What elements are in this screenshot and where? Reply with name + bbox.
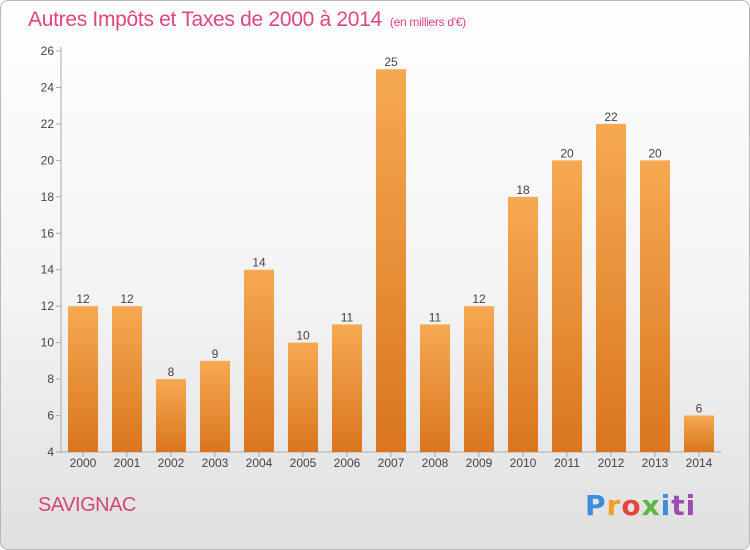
data-label: 14 xyxy=(252,256,266,270)
x-tick-label: 2008 xyxy=(422,456,449,470)
proxiti-logo: Proxiti xyxy=(585,489,696,522)
x-tick-label: 2012 xyxy=(598,456,625,470)
data-label: 8 xyxy=(168,365,175,379)
logo-letter: ti xyxy=(671,489,697,522)
y-tick-label: 16 xyxy=(41,226,55,240)
bar xyxy=(552,160,582,452)
bar xyxy=(332,324,362,452)
logo-letter: r xyxy=(606,489,622,522)
bar xyxy=(376,69,406,453)
y-tick-label: 22 xyxy=(41,117,55,131)
x-tick-label: 2013 xyxy=(642,456,669,470)
data-label: 9 xyxy=(212,347,219,361)
x-tick-label: 2001 xyxy=(114,456,141,470)
data-label: 6 xyxy=(696,402,703,416)
bar xyxy=(156,379,186,452)
bar xyxy=(508,196,538,452)
chart-unit: (en milliers d'€) xyxy=(389,15,466,29)
x-tick-label: 2004 xyxy=(246,456,273,470)
data-label: 25 xyxy=(384,55,398,69)
chart-title: Autres Impôts et Taxes de 2000 à 2014 (en… xyxy=(28,8,466,32)
x-tick-label: 2010 xyxy=(510,456,537,470)
data-label: 10 xyxy=(296,329,310,343)
bar xyxy=(288,342,318,452)
x-tick-label: 2007 xyxy=(378,456,405,470)
y-tick-label: 10 xyxy=(41,336,55,350)
data-label: 12 xyxy=(76,292,90,306)
logo-letter: P xyxy=(585,489,607,522)
y-tick-label: 8 xyxy=(47,372,54,386)
data-label: 12 xyxy=(120,292,134,306)
chart-bars xyxy=(68,69,714,453)
x-tick-label: 2002 xyxy=(158,456,185,470)
data-label: 20 xyxy=(560,146,574,160)
bar xyxy=(244,269,274,452)
bar xyxy=(640,160,670,452)
y-tick-label: 14 xyxy=(41,263,55,277)
place-name: SAVIGNAC xyxy=(38,494,136,516)
x-tick-label: 2011 xyxy=(554,456,580,470)
x-tick-label: 2005 xyxy=(290,456,317,470)
data-label: 22 xyxy=(604,110,618,124)
data-label: 12 xyxy=(472,292,486,306)
chart-title-text: Autres Impôts et Taxes de 2000 à 2014 xyxy=(28,8,382,31)
y-tick-label: 18 xyxy=(41,190,55,204)
x-tick-label: 2003 xyxy=(202,456,229,470)
y-tick-label: 4 xyxy=(47,445,54,459)
bar xyxy=(68,306,98,452)
bar xyxy=(420,324,450,452)
x-tick-label: 2000 xyxy=(70,456,97,470)
bar xyxy=(464,306,494,452)
y-tick-label: 6 xyxy=(47,409,54,423)
x-tick-label: 2006 xyxy=(334,456,361,470)
y-tick-label: 20 xyxy=(41,153,55,167)
chart-value-labels: 12 12 8 9 14 10 11 25 11 12 18 20 22 20 6 xyxy=(76,55,702,415)
logo-letter: x xyxy=(641,489,661,522)
bar xyxy=(684,415,714,452)
x-tick-label: 2014 xyxy=(686,456,713,470)
data-label: 11 xyxy=(341,310,354,324)
bar xyxy=(200,360,230,452)
bar xyxy=(112,306,142,452)
x-tick-label: 2009 xyxy=(466,456,493,470)
data-label: 18 xyxy=(516,183,530,197)
y-tick-label: 26 xyxy=(41,44,55,58)
logo-letter: o xyxy=(621,489,642,522)
data-label: 20 xyxy=(648,146,662,160)
data-label: 11 xyxy=(429,310,442,324)
bar xyxy=(596,123,626,452)
y-tick-label: 12 xyxy=(41,299,55,313)
y-tick-label: 24 xyxy=(41,80,55,94)
logo-letter: i xyxy=(660,489,672,522)
